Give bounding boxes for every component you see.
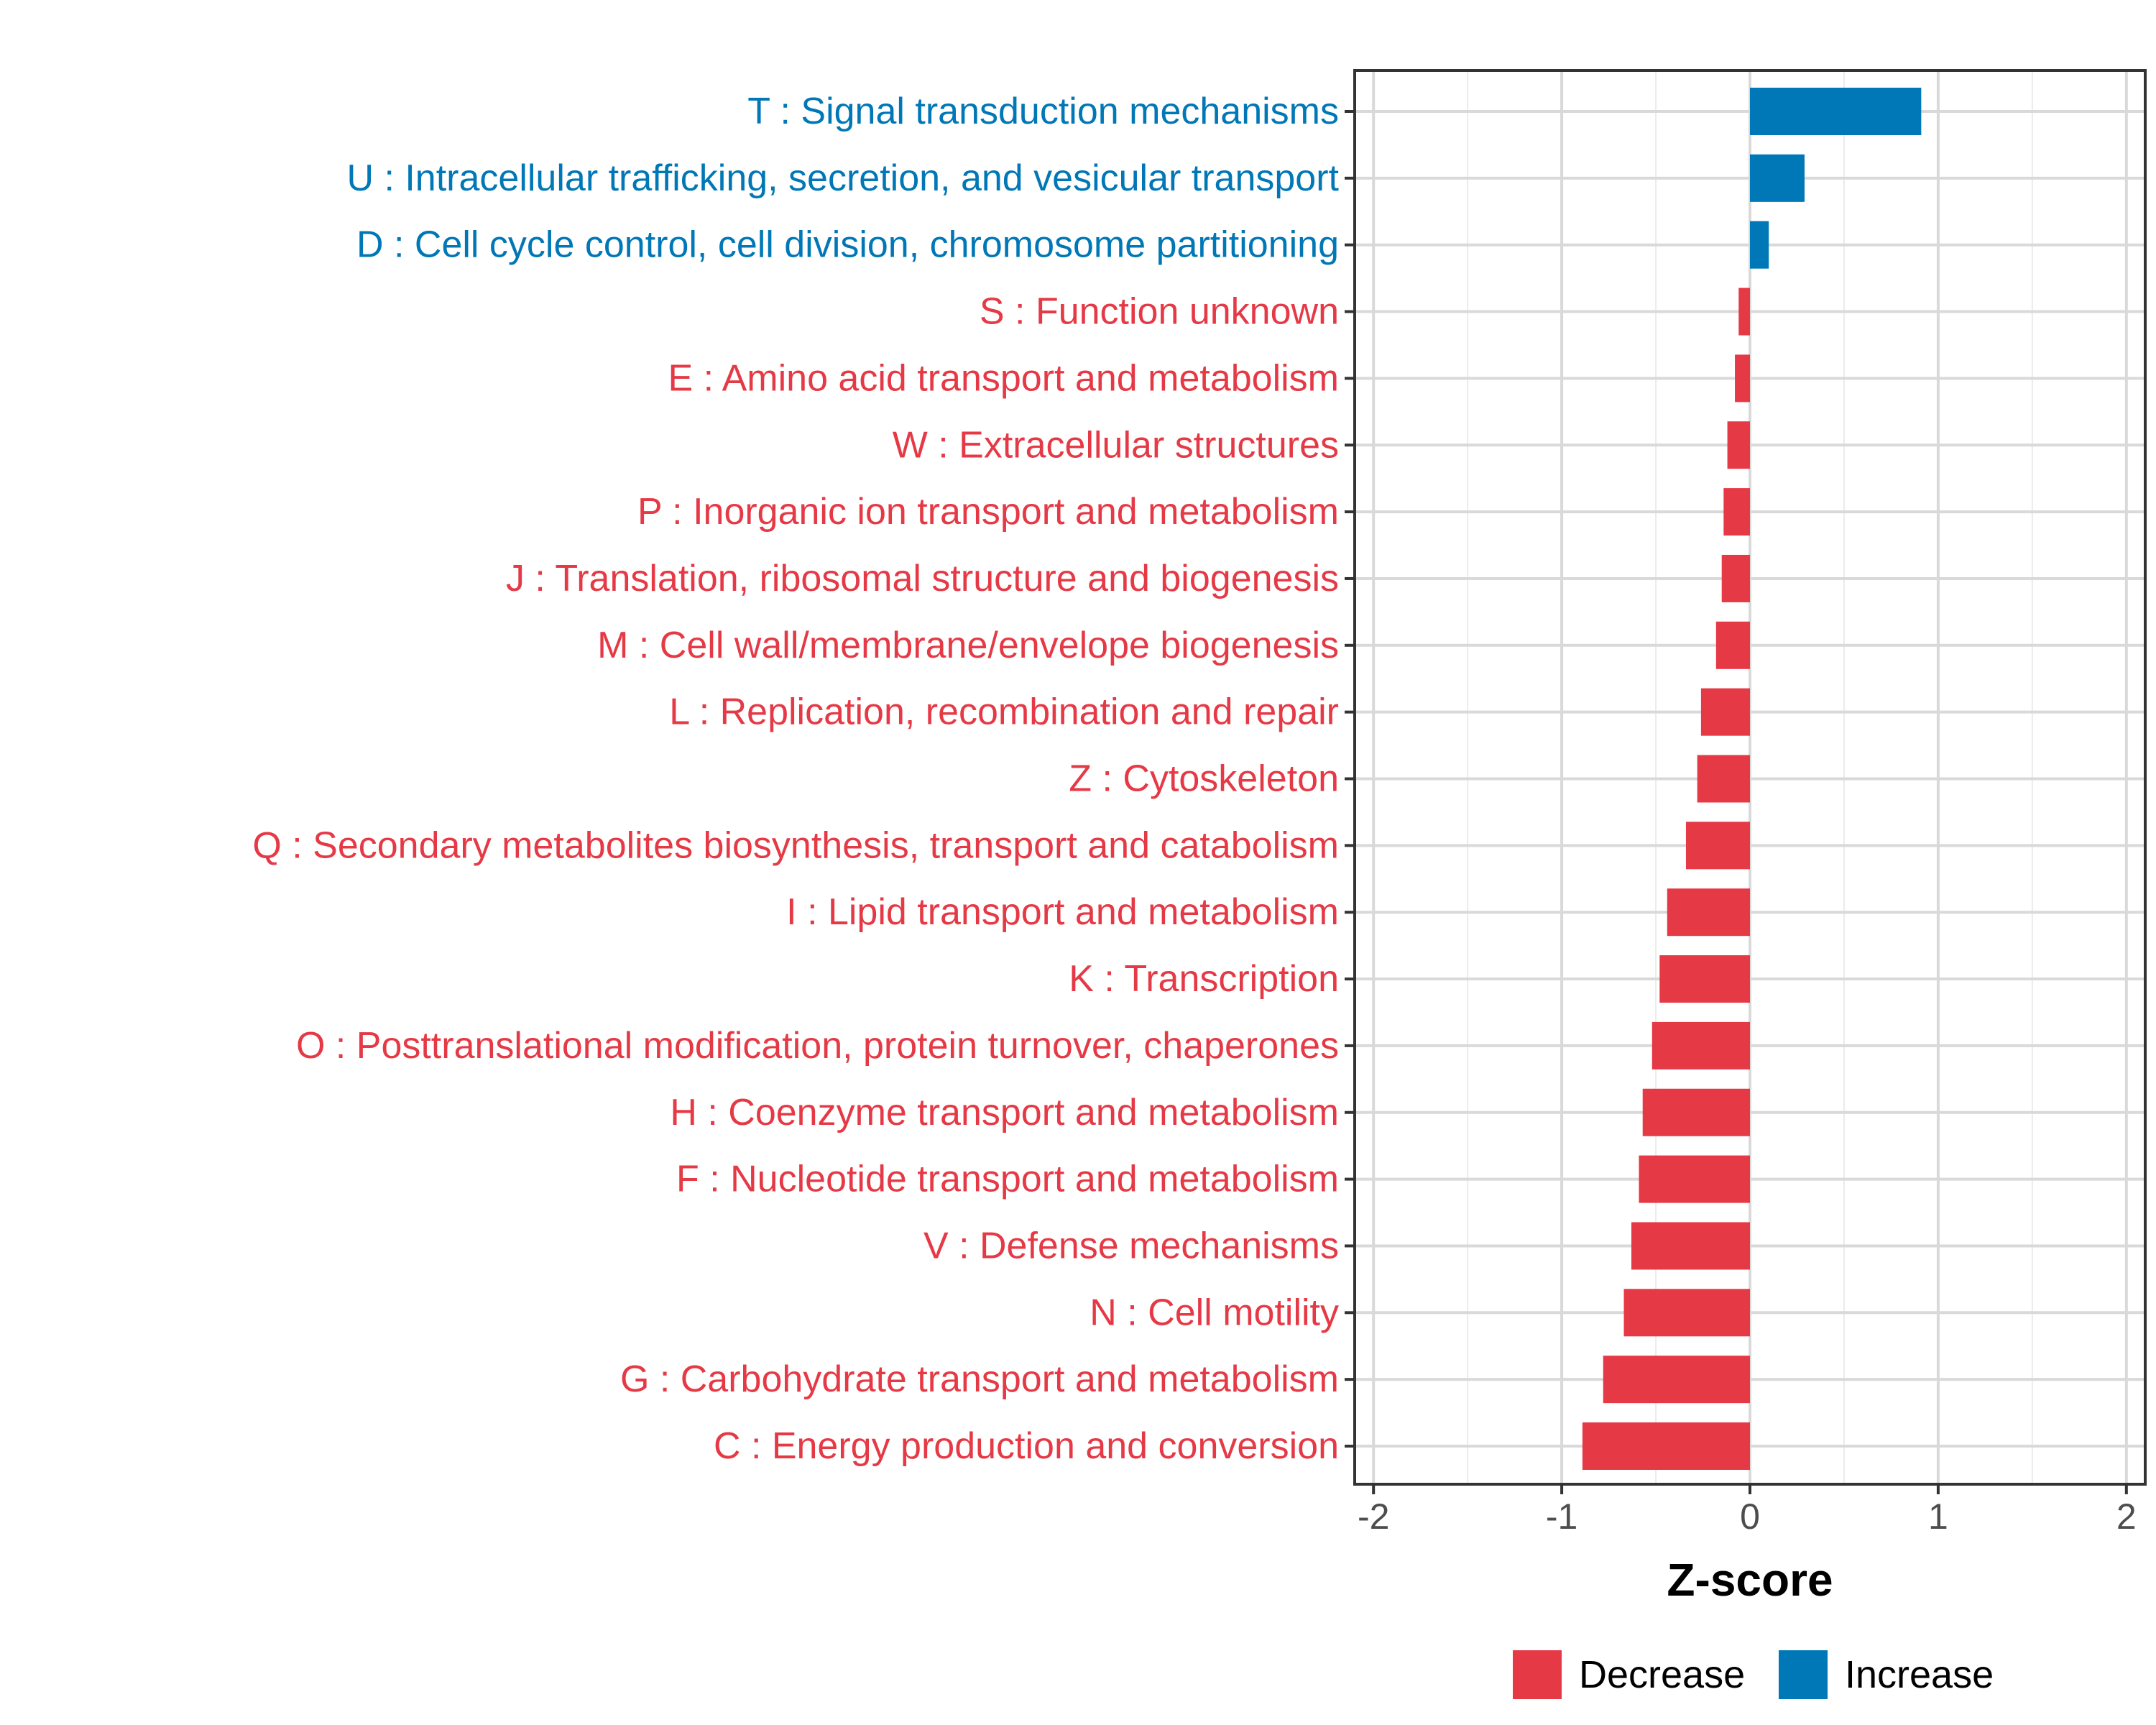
- bar: [1750, 154, 1805, 202]
- bar: [1642, 1088, 1750, 1136]
- category-label: V : Defense mechanisms: [923, 1225, 1339, 1266]
- category-label: S : Function unknown: [980, 291, 1339, 333]
- category-label: U : Intracellular trafficking, secretion…: [346, 157, 1339, 199]
- x-tick-label: -2: [1358, 1496, 1389, 1537]
- bar: [1651, 1021, 1750, 1070]
- legend-label: Increase: [1845, 1653, 1994, 1696]
- category-label: P : Inorganic ion transport and metaboli…: [637, 491, 1339, 533]
- category-label: F : Nucleotide transport and metabolism: [676, 1159, 1339, 1200]
- bar: [1603, 1356, 1750, 1404]
- category-label: W : Extracellular structures: [893, 424, 1339, 466]
- x-tick-label: 2: [2116, 1496, 2137, 1537]
- bar: [1738, 288, 1750, 336]
- category-label: K : Transcription: [1069, 958, 1339, 1000]
- category-label: Z : Cytoskeleton: [1069, 758, 1339, 800]
- category-label: O : Posttranslational modification, prot…: [296, 1025, 1339, 1067]
- bar: [1715, 621, 1750, 669]
- category-label: M : Cell wall/membrane/envelope biogenes…: [597, 625, 1339, 666]
- legend-label: Decrease: [1579, 1653, 1745, 1696]
- bar: [1727, 421, 1750, 469]
- bar: [1750, 88, 1922, 135]
- category-label: D : Cell cycle control, cell division, c…: [356, 224, 1339, 266]
- bar: [1582, 1422, 1750, 1470]
- bar: [1721, 554, 1750, 602]
- bar: [1723, 488, 1750, 536]
- category-label: N : Cell motility: [1089, 1292, 1339, 1333]
- category-label: I : Lipid transport and metabolism: [786, 891, 1339, 933]
- legend-swatch: [1513, 1650, 1562, 1699]
- bar: [1631, 1222, 1750, 1270]
- category-label: C : Energy production and conversion: [714, 1425, 1339, 1467]
- bar: [1750, 221, 1769, 269]
- x-tick-label: -1: [1546, 1496, 1577, 1537]
- category-label: H : Coenzyme transport and metabolism: [670, 1092, 1339, 1133]
- bar: [1667, 888, 1750, 937]
- category-label: E : Amino acid transport and metabolism: [668, 357, 1339, 399]
- category-label: G : Carbohydrate transport and metabolis…: [620, 1358, 1339, 1400]
- category-label: L : Replication, recombination and repai…: [669, 691, 1339, 733]
- bar: [1700, 688, 1750, 736]
- category-label: J : Translation, ribosomal structure and…: [506, 558, 1339, 599]
- legend-swatch: [1779, 1650, 1828, 1699]
- x-axis-title: Z-score: [1667, 1554, 1833, 1606]
- x-tick-label: 1: [1928, 1496, 1948, 1537]
- bar: [1735, 354, 1750, 402]
- x-tick-label: 0: [1740, 1496, 1760, 1537]
- category-label: Q : Secondary metabolites biosynthesis, …: [252, 824, 1339, 866]
- bar: [1623, 1289, 1750, 1337]
- bar: [1639, 1155, 1750, 1203]
- bar: [1659, 955, 1750, 1003]
- bar: [1685, 822, 1750, 870]
- bar: [1697, 755, 1750, 803]
- category-label: T : Signal transduction mechanisms: [747, 91, 1339, 132]
